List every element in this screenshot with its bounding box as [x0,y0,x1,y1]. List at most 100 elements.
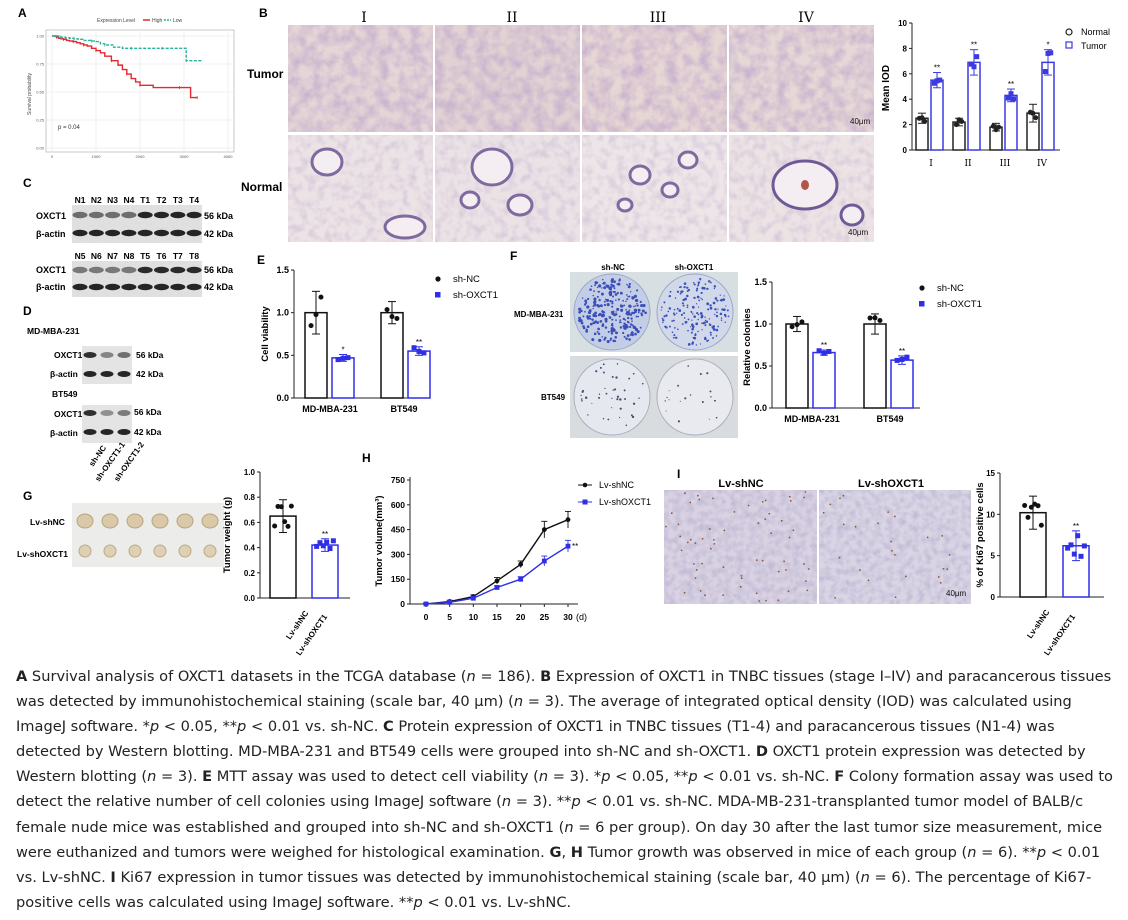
f-colony [614,388,617,391]
f-colony [691,327,695,331]
i-ki67-positive-cell [805,580,807,583]
f-dish-col-shoxct1: sh-OXCT1 [675,263,714,272]
f-colony [613,329,616,332]
f-colony [632,311,636,315]
f-colony [617,282,621,286]
h-point-lvshnc [518,561,524,567]
f-colony [690,311,693,314]
b-chart-ylabel: Mean IOD [881,65,892,111]
e-shoxct1-point [345,355,351,361]
i-ki67-positive-cell [768,512,771,515]
f-shoxct1-point [816,348,822,354]
b-normal-point [1033,115,1039,121]
panel-letter-h: H [362,451,371,465]
f-colony [697,306,700,308]
y-tick-label: 0.4 [244,544,256,553]
i-ki67-positive-cell [891,549,893,552]
f-ylabel: Relative colonies [742,308,753,386]
h-line-lvshoxct1 [425,545,569,605]
f-colony [601,292,604,296]
i-ki67-positive-cell [695,569,698,571]
c-band-oxct1 [186,211,202,219]
i-ki67-positive-cell [926,536,929,539]
b-micrograph-tumor-1 [288,25,433,132]
c-band-oxct1 [88,266,104,274]
caption-italic: p [571,793,581,811]
f-colony [580,309,583,313]
f-colony [599,366,602,369]
g-tumor-lvshnc [176,513,194,529]
significance-mark: ** [416,338,422,347]
f-shoxct1-point [821,350,827,356]
panel-f-colony: sh-NC sh-OXCT1 MD-MBA-231 BT549 Relative… [514,263,982,438]
f-colony [623,335,626,338]
f-colony [617,298,620,301]
f-colony [692,336,695,339]
f-colony [601,313,605,318]
f-shoxct1-point [904,354,910,360]
e-cat-mda: MD-MBA-231 [302,404,358,414]
caption-text: OXCT1 protein expression was detected by… [16,743,1086,786]
f-colony [697,330,699,333]
f-colony [582,315,585,318]
f-colony [582,325,585,328]
f-colony [578,319,582,323]
caption-text: = 6). ** [976,843,1037,861]
e-shoxct1-bar [407,350,431,399]
b-legend-normal-marker [1065,28,1073,36]
g-lvshoxct1-bar [311,544,339,599]
f-colony [602,323,605,326]
y-tick-label: 0.0 [276,393,289,403]
c-protein-oxct1-2: OXCT1 [36,265,66,275]
f-colony [611,302,614,305]
h-point-lvshoxct1 [447,599,453,605]
f-shoxct1-point [826,348,832,354]
panel-h-growth: Tumor volume(mm³) 0 150 300 450 600 750 0 5 10 15… [374,475,651,622]
f-dish-row-mda: MD-MBA-231 [514,310,564,319]
f-colony [720,317,723,319]
f-colony [679,292,682,295]
d-kda-56-2: 56 kDa [134,407,162,417]
c-lane-label: T1 [140,195,150,205]
f-colony [671,320,674,322]
f-colony [683,286,686,289]
h-x-tick-label: 25 [540,612,550,622]
f-colony [686,306,689,309]
i-ki67-positive-cell [761,500,764,503]
h-point-lvshoxct1 [518,576,524,582]
e-shoxct1-bar [331,357,355,399]
a-legend-low: Low [173,18,183,24]
g-ylabel: Tumor weight (g) [222,497,233,573]
i-ki67-positive-cell [765,599,767,602]
f-colony [707,308,710,311]
f-colony [604,317,608,321]
b-tumor-point [974,54,980,60]
caption-italic: p [237,718,247,736]
b-normal-point [953,122,959,128]
c-band-oxct1 [186,266,202,274]
h-point-lvshnc [541,527,547,532]
f-colony [696,312,699,315]
d-band-oxct1 [117,352,131,358]
f-colony [618,315,621,318]
i-ki67-positive-cell [803,496,806,499]
d-protein-oxct1-1: OXCT1 [54,350,83,360]
f-colony [623,304,626,307]
g-lvshoxct1-point [327,545,333,551]
f-colony [700,314,704,318]
f-colony [594,297,597,300]
f-colony [597,304,601,308]
f-colony [701,322,703,324]
f-colony [644,311,647,315]
i-ki67-positive-cell [686,541,689,544]
f-colony [607,418,610,421]
significance-mark: ** [971,41,977,50]
c-band-actin [137,283,153,291]
d-cell-line-bt549: BT549 [52,389,78,399]
f-colony [716,299,719,302]
i-ki67-positive-cell [942,567,945,570]
figure-caption: A Survival analysis of OXCT1 datasets in… [16,664,1116,915]
i-ki67-positive-cell [701,537,704,540]
f-colony [673,308,676,311]
f-colony [628,295,631,298]
